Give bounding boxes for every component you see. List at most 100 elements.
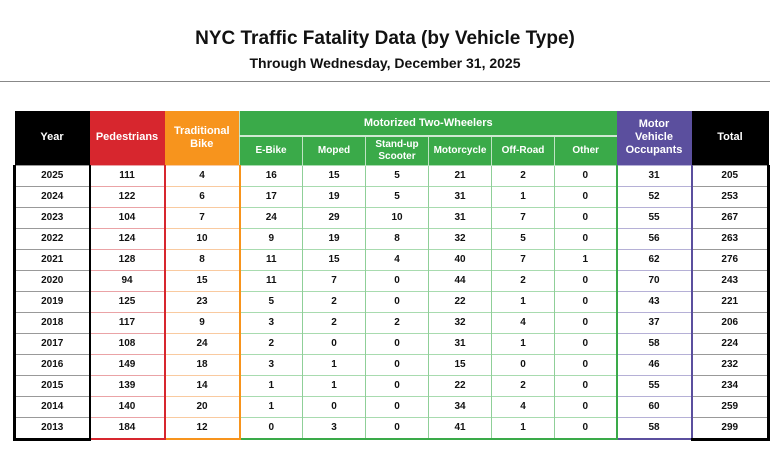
header-motor-vehicle-occupants: Motor Vehicle Occupants xyxy=(616,111,692,165)
cell-traditional-bike: 18 xyxy=(163,353,241,375)
cell-moped: 1 xyxy=(302,353,366,375)
cell-traditional-bike: 4 xyxy=(163,164,241,186)
cell-total: 224 xyxy=(690,332,770,354)
cell-other: 0 xyxy=(554,164,618,186)
cell-ebike: 16 xyxy=(238,164,303,186)
cell-total: 253 xyxy=(690,185,770,207)
cell-offroad: 4 xyxy=(491,395,555,417)
cell-scooter: 0 xyxy=(365,290,429,312)
cell-traditional-bike: 23 xyxy=(163,290,241,312)
cell-traditional-bike: 14 xyxy=(163,374,241,396)
cell-year: 2014 xyxy=(13,395,91,417)
cell-motorcycle: 32 xyxy=(428,311,492,333)
table-row: 2016 149 18 3 1 0 15 0 0 46 232 xyxy=(13,353,770,375)
divider xyxy=(0,81,770,82)
cell-motorcycle: 34 xyxy=(428,395,492,417)
header-scooter: Stand-up Scooter xyxy=(365,136,429,165)
cell-motorcycle: 32 xyxy=(428,227,492,249)
table-row: 2022 124 10 9 19 8 32 5 0 56 263 xyxy=(13,227,770,249)
cell-moped: 0 xyxy=(302,395,366,417)
fatality-table: Year Pedestrians Traditional Bike Motori… xyxy=(13,111,770,441)
cell-offroad: 2 xyxy=(491,269,555,291)
cell-pedestrians: 111 xyxy=(88,164,166,186)
cell-other: 0 xyxy=(554,332,618,354)
cell-ebike: 1 xyxy=(238,395,303,417)
table-row: 2013 184 12 0 3 0 41 1 0 58 299 xyxy=(13,416,770,441)
cell-motorcycle: 22 xyxy=(428,374,492,396)
table-row: 2025 111 4 16 15 5 21 2 0 31 205 xyxy=(13,164,770,186)
cell-ebike: 9 xyxy=(238,227,303,249)
cell-scooter: 0 xyxy=(365,332,429,354)
header-pedestrians: Pedestrians xyxy=(89,111,165,165)
cell-motorcycle: 31 xyxy=(428,332,492,354)
cell-total: 259 xyxy=(690,395,770,417)
cell-total: 232 xyxy=(690,353,770,375)
cell-moped: 2 xyxy=(302,290,366,312)
cell-offroad: 5 xyxy=(491,227,555,249)
cell-scooter: 0 xyxy=(365,416,429,440)
cell-other: 0 xyxy=(554,269,618,291)
cell-motor-vehicle-occupants: 46 xyxy=(615,353,693,375)
cell-total: 205 xyxy=(690,164,770,186)
cell-pedestrians: 108 xyxy=(88,332,166,354)
cell-year: 2013 xyxy=(13,416,91,441)
cell-ebike: 3 xyxy=(238,353,303,375)
header-moped: Moped xyxy=(302,136,366,165)
cell-scooter: 0 xyxy=(365,269,429,291)
header-ebike: E-Bike xyxy=(239,136,303,165)
header-scooter-label: Stand-up Scooter xyxy=(375,138,419,162)
cell-motor-vehicle-occupants: 58 xyxy=(615,332,693,354)
cell-motor-vehicle-occupants: 55 xyxy=(615,206,693,228)
cell-other: 0 xyxy=(554,374,618,396)
table-body: 2025 111 4 16 15 5 21 2 0 31 205 2024 122 6 17 19 5 31 1 0 5… xyxy=(13,164,770,441)
cell-ebike: 1 xyxy=(238,374,303,396)
cell-scooter: 4 xyxy=(365,248,429,270)
cell-motorcycle: 31 xyxy=(428,185,492,207)
cell-motor-vehicle-occupants: 70 xyxy=(615,269,693,291)
cell-total: 276 xyxy=(690,248,770,270)
table-row: 2024 122 6 17 19 5 31 1 0 52 253 xyxy=(13,185,770,207)
table-row: 2019 125 23 5 2 0 22 1 0 43 221 xyxy=(13,290,770,312)
cell-scooter: 0 xyxy=(365,353,429,375)
cell-other: 0 xyxy=(554,395,618,417)
cell-year: 2016 xyxy=(13,353,91,375)
header-total: Total xyxy=(691,111,769,165)
cell-offroad: 1 xyxy=(491,416,555,440)
cell-offroad: 1 xyxy=(491,332,555,354)
cell-other: 0 xyxy=(554,227,618,249)
cell-motor-vehicle-occupants: 58 xyxy=(615,416,693,440)
cell-ebike: 11 xyxy=(238,248,303,270)
cell-total: 299 xyxy=(690,416,770,441)
cell-motor-vehicle-occupants: 37 xyxy=(615,311,693,333)
cell-traditional-bike: 20 xyxy=(163,395,241,417)
cell-motor-vehicle-occupants: 52 xyxy=(615,185,693,207)
header-year: Year xyxy=(14,111,90,165)
cell-moped: 29 xyxy=(302,206,366,228)
cell-motor-vehicle-occupants: 55 xyxy=(615,374,693,396)
cell-traditional-bike: 24 xyxy=(163,332,241,354)
cell-motor-vehicle-occupants: 60 xyxy=(615,395,693,417)
cell-year: 2024 xyxy=(13,185,91,207)
cell-other: 0 xyxy=(554,416,618,440)
cell-pedestrians: 124 xyxy=(88,227,166,249)
header-motorcycle: Motorcycle xyxy=(428,136,492,165)
cell-motorcycle: 31 xyxy=(428,206,492,228)
cell-pedestrians: 140 xyxy=(88,395,166,417)
cell-pedestrians: 128 xyxy=(88,248,166,270)
cell-motorcycle: 15 xyxy=(428,353,492,375)
cell-other: 0 xyxy=(554,353,618,375)
cell-year: 2017 xyxy=(13,332,91,354)
cell-pedestrians: 117 xyxy=(88,311,166,333)
cell-motor-vehicle-occupants: 56 xyxy=(615,227,693,249)
cell-other: 0 xyxy=(554,290,618,312)
header-traditional-bike: Traditional Bike xyxy=(164,111,240,165)
cell-moped: 19 xyxy=(302,227,366,249)
cell-total: 267 xyxy=(690,206,770,228)
cell-moped: 1 xyxy=(302,374,366,396)
cell-ebike: 0 xyxy=(238,416,303,440)
table-row: 2014 140 20 1 0 0 34 4 0 60 259 xyxy=(13,395,770,417)
cell-pedestrians: 149 xyxy=(88,353,166,375)
cell-year: 2015 xyxy=(13,374,91,396)
cell-motorcycle: 22 xyxy=(428,290,492,312)
cell-moped: 0 xyxy=(302,332,366,354)
